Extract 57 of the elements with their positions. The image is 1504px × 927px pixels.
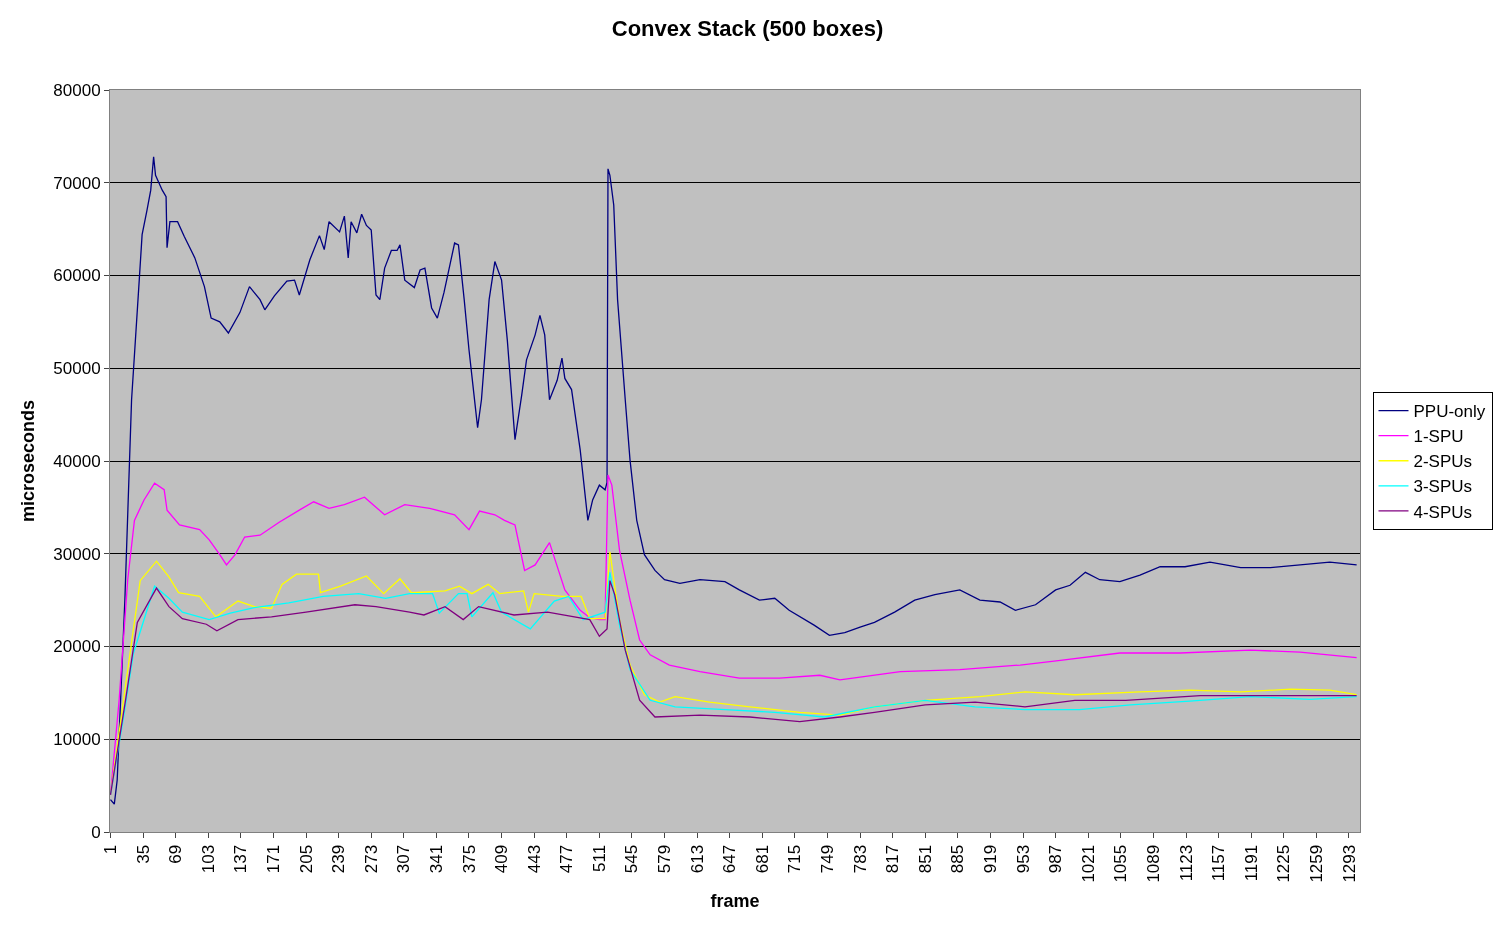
- x-tick-label: 953: [1013, 844, 1033, 874]
- x-tick-label: 1089: [1143, 844, 1163, 883]
- x-tick-label: 749: [818, 844, 838, 874]
- x-tick-label: 851: [915, 844, 935, 874]
- x-tick-label: 783: [850, 844, 870, 874]
- y-tick-label: 0: [91, 822, 101, 842]
- y-axis-title: microseconds: [17, 399, 38, 523]
- y-tick-label: 60000: [53, 266, 101, 286]
- x-tick-label: 715: [785, 844, 805, 874]
- x-tick-label: 1191: [1241, 844, 1261, 882]
- x-tick-label: 885: [948, 844, 968, 874]
- legend-label: PPU-only: [1413, 402, 1486, 422]
- line-series: [110, 156, 1358, 805]
- y-tick-label: 80000: [53, 80, 101, 100]
- x-tick-label: 1123: [1176, 844, 1196, 882]
- x-tick-label: 375: [459, 844, 479, 874]
- x-tick-label: 919: [980, 844, 1000, 874]
- x-tick-label: 239: [329, 844, 349, 874]
- x-tick-label: 1293: [1339, 844, 1359, 883]
- chart-title: Convex Stack (500 boxes): [611, 15, 884, 41]
- y-tick-label: 10000: [53, 730, 101, 750]
- x-tick-label: 1157: [1209, 844, 1229, 882]
- y-tick-label: 30000: [53, 544, 101, 564]
- x-tick-label: 137: [231, 844, 251, 874]
- x-tick-label: 443: [524, 844, 544, 874]
- y-tick-label: 40000: [53, 451, 101, 471]
- x-tick-label: 1021: [1078, 844, 1098, 883]
- x-tick-label: 545: [622, 844, 642, 874]
- y-tick-label: 20000: [53, 637, 101, 657]
- x-tick-label: 171: [263, 844, 283, 874]
- legend-label: 4-SPUs: [1413, 502, 1473, 522]
- x-tick-label: 477: [557, 844, 577, 874]
- x-tick-label: 1225: [1274, 844, 1294, 883]
- x-tick-label: 511: [589, 844, 609, 872]
- x-tick-label: 35: [133, 844, 153, 864]
- y-tick-label: 70000: [53, 173, 101, 193]
- x-tick-label: 681: [752, 844, 772, 874]
- x-tick-label: 1259: [1306, 844, 1326, 883]
- y-tick-label: 50000: [53, 359, 101, 379]
- x-tick-label: 409: [492, 844, 512, 874]
- legend-label: 1-SPU: [1413, 427, 1464, 447]
- x-tick-label: 647: [720, 844, 740, 874]
- x-tick-label: 613: [687, 844, 707, 874]
- x-tick-label: 1: [101, 844, 121, 855]
- x-tick-label: 103: [198, 844, 218, 874]
- x-tick-label: 307: [394, 844, 414, 874]
- x-tick-label: 987: [1046, 844, 1066, 874]
- x-tick-label: 817: [883, 844, 903, 874]
- x-tick-label: 69: [166, 844, 186, 864]
- x-tick-label: 579: [655, 844, 675, 874]
- legend-label: 3-SPUs: [1413, 477, 1473, 497]
- x-tick-label: 341: [426, 844, 446, 874]
- x-tick-label: 1055: [1111, 844, 1131, 883]
- x-tick-label: 273: [361, 844, 381, 874]
- x-axis-title: frame: [710, 890, 760, 911]
- x-tick-label: 205: [296, 844, 316, 874]
- legend-label: 2-SPUs: [1413, 452, 1473, 472]
